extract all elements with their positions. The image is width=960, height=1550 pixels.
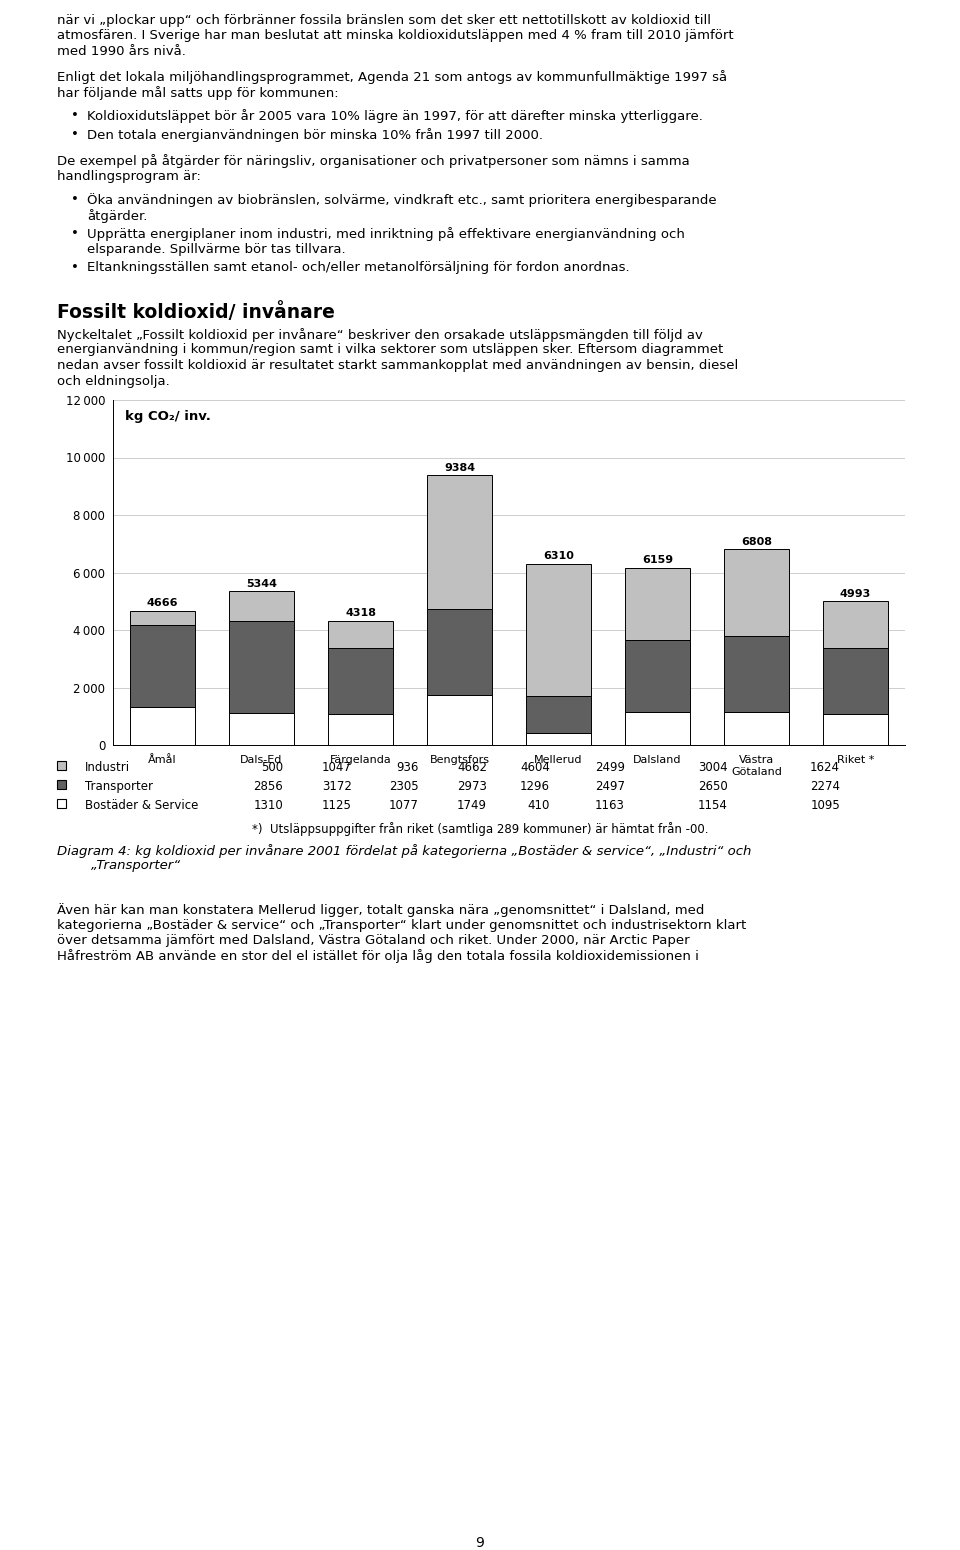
Text: •: •: [71, 194, 79, 206]
Text: nedan avser fossilt koldioxid är resultatet starkt sammankopplat med användninge: nedan avser fossilt koldioxid är resulta…: [57, 360, 738, 372]
Bar: [427, 609, 492, 694]
Bar: [427, 694, 492, 746]
Bar: [328, 622, 393, 648]
Text: 1749: 1749: [457, 798, 487, 812]
Bar: [526, 696, 590, 733]
Text: 410: 410: [528, 798, 550, 812]
Text: 3004: 3004: [698, 761, 728, 773]
Text: 1154: 1154: [698, 798, 728, 812]
Text: Öka användningen av biobränslen, solvärme, vindkraft etc., samt prioritera energ: Öka användningen av biobränslen, solvärm…: [87, 194, 716, 208]
Text: Upprätta energiplaner inom industri, med inriktning på effektivare energianvändn: Upprätta energiplaner inom industri, med…: [87, 228, 684, 242]
Text: 2497: 2497: [595, 780, 625, 794]
Text: 2973: 2973: [457, 780, 487, 794]
Bar: [526, 733, 590, 746]
Text: åtgärder.: åtgärder.: [87, 209, 148, 223]
FancyBboxPatch shape: [57, 780, 66, 789]
Bar: [328, 715, 393, 746]
Bar: [131, 707, 195, 746]
Text: 2856: 2856: [253, 780, 283, 794]
Bar: [526, 564, 590, 696]
Text: kg CO₂/ inv.: kg CO₂/ inv.: [125, 411, 211, 423]
Text: kategorierna „Bostäder & service“ och „Transporter“ klart under genomsnittet och: kategorierna „Bostäder & service“ och „T…: [57, 919, 746, 932]
Text: 1077: 1077: [389, 798, 419, 812]
Text: Den totala energianvändningen bör minska 10% från 1997 till 2000.: Den totala energianvändningen bör minska…: [87, 129, 543, 143]
Text: 1047: 1047: [323, 761, 352, 773]
Text: 1624: 1624: [810, 761, 840, 773]
Text: 2305: 2305: [390, 780, 419, 794]
Bar: [328, 648, 393, 715]
Bar: [427, 476, 492, 609]
Text: 4662: 4662: [457, 761, 487, 773]
Text: Transporter: Transporter: [85, 780, 153, 794]
Text: Håfreström AB använde en stor del el istället för olja låg den totala fossila ko: Håfreström AB använde en stor del el ist…: [57, 950, 699, 964]
Bar: [824, 713, 888, 746]
Text: Även här kan man konstatera Mellerud ligger, totalt ganska nära „genomsnittet“ i: Även här kan man konstatera Mellerud lig…: [57, 904, 705, 918]
Text: har följande mål satts upp för kommunen:: har följande mål satts upp för kommunen:: [57, 85, 339, 99]
Text: 5344: 5344: [246, 578, 277, 589]
Text: Nyckeltalet „Fossilt koldioxid per invånare“ beskriver den orsakade utsläppsmäng: Nyckeltalet „Fossilt koldioxid per invån…: [57, 329, 703, 343]
Bar: [725, 636, 789, 711]
Bar: [725, 549, 789, 635]
Bar: [824, 648, 888, 713]
Bar: [824, 601, 888, 648]
Text: 6159: 6159: [642, 555, 673, 566]
Bar: [229, 592, 294, 622]
Text: Diagram 4: kg koldioxid per invånare 2001 fördelat på kategorierna „Bostäder & s: Diagram 4: kg koldioxid per invånare 200…: [57, 845, 752, 859]
Text: handlingsprogram är:: handlingsprogram är:: [57, 170, 201, 183]
Text: 4604: 4604: [520, 761, 550, 773]
Text: 1125: 1125: [323, 798, 352, 812]
Text: *)  Utsläppsuppgifter från riket (samtliga 289 kommuner) är hämtat från -00.: *) Utsläppsuppgifter från riket (samtlig…: [252, 822, 708, 835]
Text: 2499: 2499: [595, 761, 625, 773]
Text: 4993: 4993: [840, 589, 871, 598]
Text: 1296: 1296: [520, 780, 550, 794]
Text: 2650: 2650: [698, 780, 728, 794]
Text: Industri: Industri: [85, 761, 131, 773]
Text: 9384: 9384: [444, 462, 475, 473]
Text: elsparande. Spillvärme bör tas tillvara.: elsparande. Spillvärme bör tas tillvara.: [87, 243, 346, 256]
Text: Fossilt koldioxid/ invånare: Fossilt koldioxid/ invånare: [57, 302, 335, 322]
Text: 9: 9: [475, 1536, 485, 1550]
Text: energianvändning i kommun/region samt i vilka sektorer som utsläppen sker. Efter: energianvändning i kommun/region samt i …: [57, 344, 723, 357]
Bar: [229, 713, 294, 746]
Text: och eldningsolja.: och eldningsolja.: [57, 375, 170, 388]
Text: 3172: 3172: [323, 780, 352, 794]
Text: Eltankningsställen samt etanol- och/eller metanolförsäljning för fordon anordnas: Eltankningsställen samt etanol- och/elle…: [87, 262, 630, 274]
FancyBboxPatch shape: [57, 798, 66, 808]
Bar: [625, 567, 689, 640]
Text: Enligt det lokala miljöhandlingsprogrammet, Agenda 21 som antogs av kommunfullmä: Enligt det lokala miljöhandlingsprogramm…: [57, 70, 727, 84]
Bar: [625, 711, 689, 746]
Text: 936: 936: [396, 761, 419, 773]
Text: när vi „plockar upp“ och förbränner fossila bränslen som det sker ett nettotills: när vi „plockar upp“ och förbränner foss…: [57, 14, 711, 26]
Text: •: •: [71, 228, 79, 240]
FancyBboxPatch shape: [57, 761, 66, 770]
Bar: [131, 611, 195, 625]
Text: De exempel på åtgärder för näringsliv, organisationer och privatpersoner som näm: De exempel på åtgärder för näringsliv, o…: [57, 155, 689, 169]
Bar: [625, 640, 689, 711]
Bar: [229, 622, 294, 713]
Text: 4666: 4666: [147, 598, 179, 608]
Text: Koldioxidutsläppet bör år 2005 vara 10% lägre än 1997, för att därefter minska y: Koldioxidutsläppet bör år 2005 vara 10% …: [87, 110, 703, 124]
Text: 1163: 1163: [595, 798, 625, 812]
Text: över detsamma jämfört med Dalsland, Västra Götaland och riket. Under 2000, när A: över detsamma jämfört med Dalsland, Väst…: [57, 935, 689, 947]
Text: „Transporter“: „Transporter“: [57, 860, 180, 873]
Text: 500: 500: [261, 761, 283, 773]
Text: •: •: [71, 129, 79, 141]
Text: Bostäder & Service: Bostäder & Service: [85, 798, 199, 812]
Text: •: •: [71, 110, 79, 122]
Text: 2274: 2274: [810, 780, 840, 794]
Bar: [131, 625, 195, 707]
Text: 1095: 1095: [810, 798, 840, 812]
Text: •: •: [71, 262, 79, 274]
Text: 4318: 4318: [345, 608, 376, 618]
Text: 1310: 1310: [253, 798, 283, 812]
Text: 6808: 6808: [741, 536, 772, 547]
Text: atmosfären. I Sverige har man beslutat att minska koldioxidutsläppen med 4 % fra: atmosfären. I Sverige har man beslutat a…: [57, 29, 733, 42]
Bar: [725, 711, 789, 746]
Text: 6310: 6310: [543, 550, 574, 561]
Text: med 1990 års nivå.: med 1990 års nivå.: [57, 45, 186, 57]
